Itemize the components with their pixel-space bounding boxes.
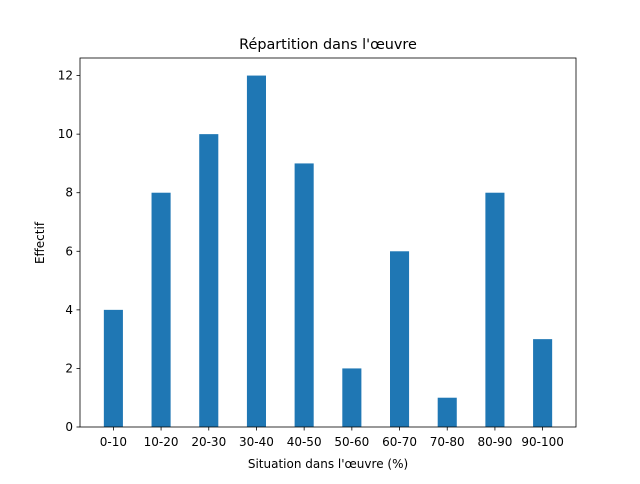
chart-title: Répartition dans l'œuvre [239,37,417,53]
x-tick-label: 50-60 [334,435,369,449]
x-tick-label: 40-50 [287,435,322,449]
plot-frame [79,57,577,428]
x-axis-label: Situation dans l'œuvre (%) [248,457,408,471]
bar-50-60 [342,368,362,427]
x-tick-label: 60-70 [382,435,417,449]
y-tick-label: 12 [58,69,73,83]
bar-0-10 [103,309,123,427]
x-tick-label: 0-10 [100,435,127,449]
y-axis-label: Effectif [33,221,47,264]
x-tick-label: 80-90 [477,435,512,449]
y-tick-label: 10 [58,127,73,141]
x-tick-label: 20-30 [191,435,226,449]
x-tick-label: 30-40 [239,435,274,449]
y-tick-label: 6 [65,244,73,258]
y-tick-label: 8 [65,186,73,200]
y-tick-label: 2 [65,361,73,375]
axes-layer: 0 2 4 6 8 10 12 0-10 10-20 20-30 30-40 40-50 50-60 60… [58,57,577,449]
x-tick-label: 70-80 [430,435,465,449]
y-tick-label: 0 [65,420,73,434]
bar-80-90 [485,192,505,427]
bar-10-20 [151,192,171,427]
x-tick-label: 90-100 [521,435,564,449]
bar-40-50 [294,163,314,427]
bar-70-80 [437,397,457,427]
bar-60-70 [390,251,410,427]
y-tick-label: 4 [65,303,73,317]
x-tick-label: 10-20 [144,435,179,449]
bars-layer [103,75,553,428]
bar-30-40 [246,75,266,428]
bar-20-30 [199,134,219,427]
bar-90-100 [533,339,553,427]
